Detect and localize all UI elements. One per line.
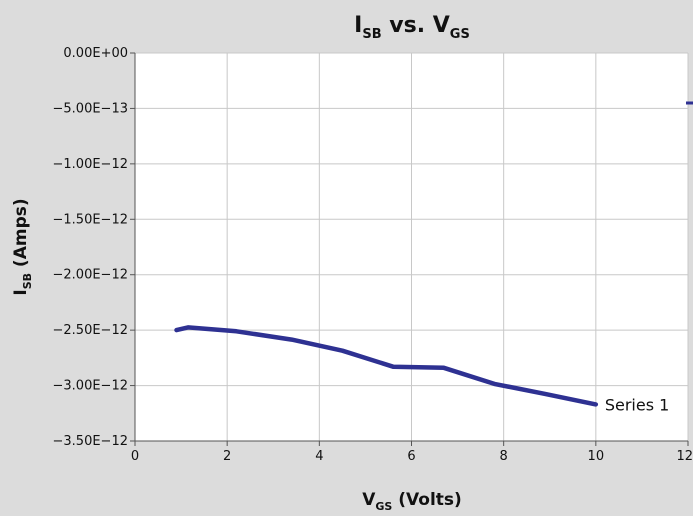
chart-title-sub2: GS: [450, 27, 470, 42]
y-axis-label-main: I: [11, 289, 31, 295]
y-tick-label: −1.50E−12: [53, 212, 129, 227]
x-tick-label: 2: [223, 449, 231, 464]
series-layer: Series 1: [174, 325, 669, 414]
series-label: Series 1: [605, 395, 669, 414]
x-axis-label-rest: (Volts): [392, 490, 461, 510]
y-tick-label: −1.00E−12: [53, 157, 129, 172]
x-tick-label: 4: [315, 449, 323, 464]
y-tick-label: −2.00E−12: [53, 268, 129, 283]
chart-title: ISB vs. VGS: [354, 13, 470, 42]
chart-title-sub1: SB: [362, 27, 381, 42]
x-tick-label: 10: [588, 449, 605, 464]
tick-labels: 0.00E+00 −5.00E−13 −1.00E−12 −1.50E−12 −2.00…: [53, 46, 693, 464]
grid: [135, 52, 689, 441]
x-tick-label: 6: [407, 449, 415, 464]
y-tick-label: −3.00E−12: [53, 379, 129, 394]
y-axis-label: ISB (Amps): [11, 198, 34, 295]
x-tick-label: 0: [131, 449, 139, 464]
x-tick-label: 12: [676, 449, 693, 464]
y-tick-label: 0.00E+00: [63, 46, 128, 61]
x-axis-label-sub: GS: [375, 500, 392, 513]
y-axis-label-sub: SB: [21, 273, 34, 289]
y-tick-label: −3.50E−12: [53, 434, 129, 449]
axes: [130, 52, 689, 446]
y-tick-label: −5.00E−13: [53, 101, 129, 116]
x-axis-label: VGS (Volts): [362, 490, 462, 513]
y-axis-label-rest: (Amps): [11, 198, 31, 273]
y-tick-label: −2.50E−12: [53, 323, 129, 338]
series-line: [174, 325, 599, 407]
chart-title-mid: vs. V: [382, 13, 450, 38]
x-tick-label: 8: [500, 449, 508, 464]
chart-title-main: I: [354, 13, 362, 38]
x-axis-label-main: V: [362, 490, 376, 510]
